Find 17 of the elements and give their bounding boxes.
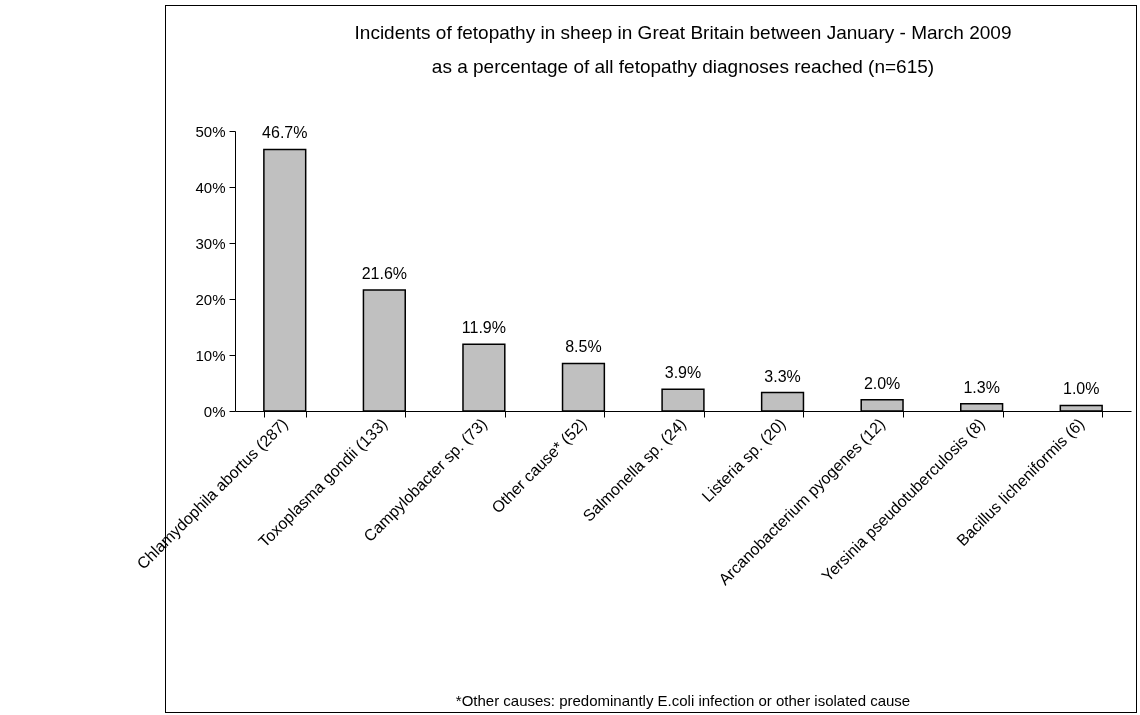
- y-tick-label: 0%: [203, 402, 226, 420]
- y-tick-label: 40%: [195, 178, 226, 196]
- data-label: 3.3%: [764, 367, 801, 385]
- y-tick-label: 20%: [195, 290, 226, 308]
- data-label: 11.9%: [461, 319, 506, 337]
- text: *Other causes: predominantly E.coli infection or other isolated cause: [455, 692, 911, 709]
- data-label: 8.5%: [565, 338, 602, 356]
- y-tick-label: 10%: [195, 346, 226, 364]
- chart-title: Incidents of fetopathy in sheep in Great Britain between January - March 2009 as a percentage of all fetopathy diagnoses reached (n=615): [354, 22, 1012, 77]
- y-tick-label: 30%: [195, 234, 226, 252]
- data-label: 1.0%: [1062, 380, 1100, 398]
- data-label: 21.6%: [361, 265, 408, 283]
- y-tick-label: 50%: [195, 122, 226, 140]
- data-label: 3.9%: [664, 364, 702, 382]
- data-label: 46.7%: [262, 124, 308, 142]
- data-label: 2.0%: [863, 374, 901, 392]
- data-label: 1.3%: [963, 378, 1000, 396]
